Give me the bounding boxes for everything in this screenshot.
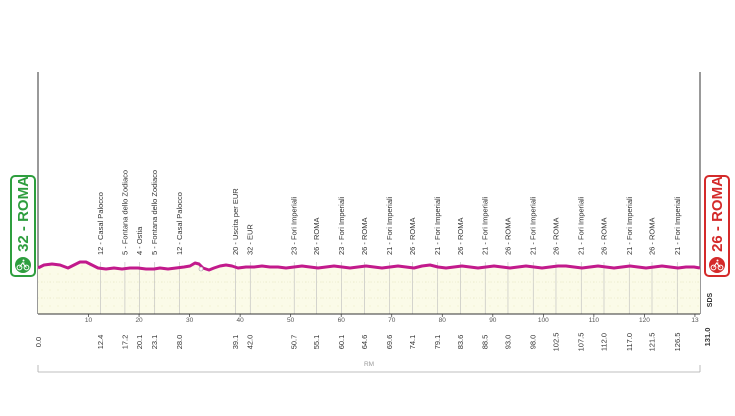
distance-tick-label: 10 bbox=[85, 317, 93, 324]
waypoint-label: 5 - Fontana dello Zodiaco bbox=[150, 170, 159, 255]
distance-tick-label: 120 bbox=[639, 317, 650, 324]
waypoint-label: 5 - Fontana dello Zodiaco bbox=[120, 170, 129, 255]
waypoint-km-label: 98.0 bbox=[529, 335, 538, 350]
waypoint-km-label: 17.2 bbox=[120, 335, 129, 350]
bottom-bracket-label: RM bbox=[364, 361, 374, 368]
waypoint-label: 26 - ROMA bbox=[647, 217, 656, 255]
bottom-bracket bbox=[37, 365, 701, 373]
cyclist-icon bbox=[15, 257, 31, 273]
waypoint-label: 26 - ROMA bbox=[312, 217, 321, 255]
waypoint-km-label: 79.1 bbox=[433, 335, 442, 350]
waypoint-label: 21 - Fori Imperiali bbox=[625, 196, 634, 255]
waypoint-km-label: 93.0 bbox=[503, 335, 512, 350]
waypoint-label: 26 - ROMA bbox=[360, 217, 369, 255]
waypoint-km-label: 107.5 bbox=[577, 333, 586, 352]
waypoint-km-label: 69.6 bbox=[385, 335, 394, 350]
distance-tick-label: 50 bbox=[287, 317, 295, 324]
sds-label: SDS bbox=[707, 292, 714, 307]
waypoint-label: 12 - Casal Palocco bbox=[96, 192, 105, 255]
waypoint-km-label: 50.7 bbox=[290, 335, 299, 350]
waypoint-label: 26 - ROMA bbox=[456, 217, 465, 255]
waypoint-label: 21 - Fori Imperiali bbox=[577, 196, 586, 255]
waypoint-label: 20 - Uscita per EUR bbox=[231, 188, 240, 255]
km-start-label: 0.0 bbox=[34, 337, 43, 347]
distance-tick-label: 80 bbox=[439, 317, 447, 324]
distance-tick-label: 90 bbox=[489, 317, 497, 324]
waypoint-label: 23 - Fori Imperiali bbox=[290, 196, 299, 255]
waypoint-km-label: 20.1 bbox=[135, 335, 144, 350]
waypoint-km-label: 23.1 bbox=[150, 335, 159, 350]
profile-guides bbox=[38, 281, 700, 299]
distance-tick-label: 70 bbox=[388, 317, 396, 324]
waypoint-label: 26 - ROMA bbox=[408, 217, 417, 255]
km-end-label: 131.0 bbox=[703, 328, 712, 347]
waypoint-label: 21 - Fori Imperiali bbox=[433, 196, 442, 255]
finish-label: 26 - ROMA bbox=[709, 176, 726, 252]
start-label: 32 - ROMA bbox=[15, 176, 32, 252]
waypoint-label: 21 - Fori Imperiali bbox=[529, 196, 538, 255]
finish-badge: 26 - ROMA bbox=[704, 175, 730, 277]
waypoint-lines: 12 - Casal Palocco 5 - Fontana dello Zodi… bbox=[96, 170, 682, 314]
waypoint-km-label: 102.5 bbox=[551, 333, 560, 352]
waypoint-km-label: 83.6 bbox=[456, 335, 465, 350]
profile-area bbox=[38, 262, 700, 314]
distance-tick-label: 110 bbox=[589, 317, 600, 324]
waypoint-km-label: 12.4 bbox=[96, 335, 105, 350]
distance-tick-label: 20 bbox=[135, 317, 143, 324]
waypoint-km-label: 117.0 bbox=[625, 333, 634, 351]
waypoint-label: 21 - Fori Imperiali bbox=[481, 196, 490, 255]
cyclist-icon bbox=[709, 257, 725, 273]
waypoint-label: 26 - ROMA bbox=[599, 217, 608, 255]
waypoint-label: 26 - ROMA bbox=[503, 217, 512, 255]
waypoint-km-label: 39.1 bbox=[231, 335, 240, 350]
waypoint-km-label: 74.1 bbox=[408, 335, 417, 350]
waypoint-km-label: 55.1 bbox=[312, 335, 321, 350]
distance-tick-label: 60 bbox=[338, 317, 346, 324]
waypoint-label: 21 - Fori Imperiali bbox=[673, 196, 682, 255]
waypoint-label: 26 - ROMA bbox=[551, 217, 560, 255]
distance-tick-label: 13 bbox=[691, 317, 699, 324]
waypoint-km-label: 88.5 bbox=[481, 335, 490, 350]
waypoint-label: 32 - EUR bbox=[246, 224, 255, 255]
waypoint-km-label: 60.1 bbox=[337, 335, 346, 350]
waypoint-label: 12 - Casal Palocco bbox=[175, 192, 184, 255]
waypoint-km-label: 121.5 bbox=[647, 333, 656, 352]
waypoint-km-label: 28.0 bbox=[175, 335, 184, 350]
distance-ticks: 10 20 30 40 50 60 70 80 90 100 110 120 13 bbox=[85, 314, 699, 324]
km-labels: 12.4 17.2 20.1 23.1 28.0 39.1 42.0 50.7 55.1 60.1… bbox=[96, 333, 682, 352]
profile-marker bbox=[198, 266, 204, 272]
waypoint-km-label: 64.6 bbox=[360, 335, 369, 350]
waypoint-km-label: 126.5 bbox=[673, 333, 682, 352]
waypoint-label: 21 - Fori Imperiali bbox=[385, 196, 394, 255]
waypoint-label: 4 - Ostia bbox=[135, 226, 144, 255]
waypoint-label: 23 - Fori Imperiali bbox=[337, 196, 346, 255]
waypoint-km-label: 42.0 bbox=[246, 335, 255, 350]
distance-tick-label: 100 bbox=[538, 317, 549, 324]
distance-tick-label: 30 bbox=[186, 317, 194, 324]
profile-line bbox=[37, 260, 701, 272]
start-badge: 32 - ROMA bbox=[10, 175, 36, 277]
distance-tick-label: 40 bbox=[237, 317, 245, 324]
waypoint-km-label: 112.0 bbox=[599, 333, 608, 351]
